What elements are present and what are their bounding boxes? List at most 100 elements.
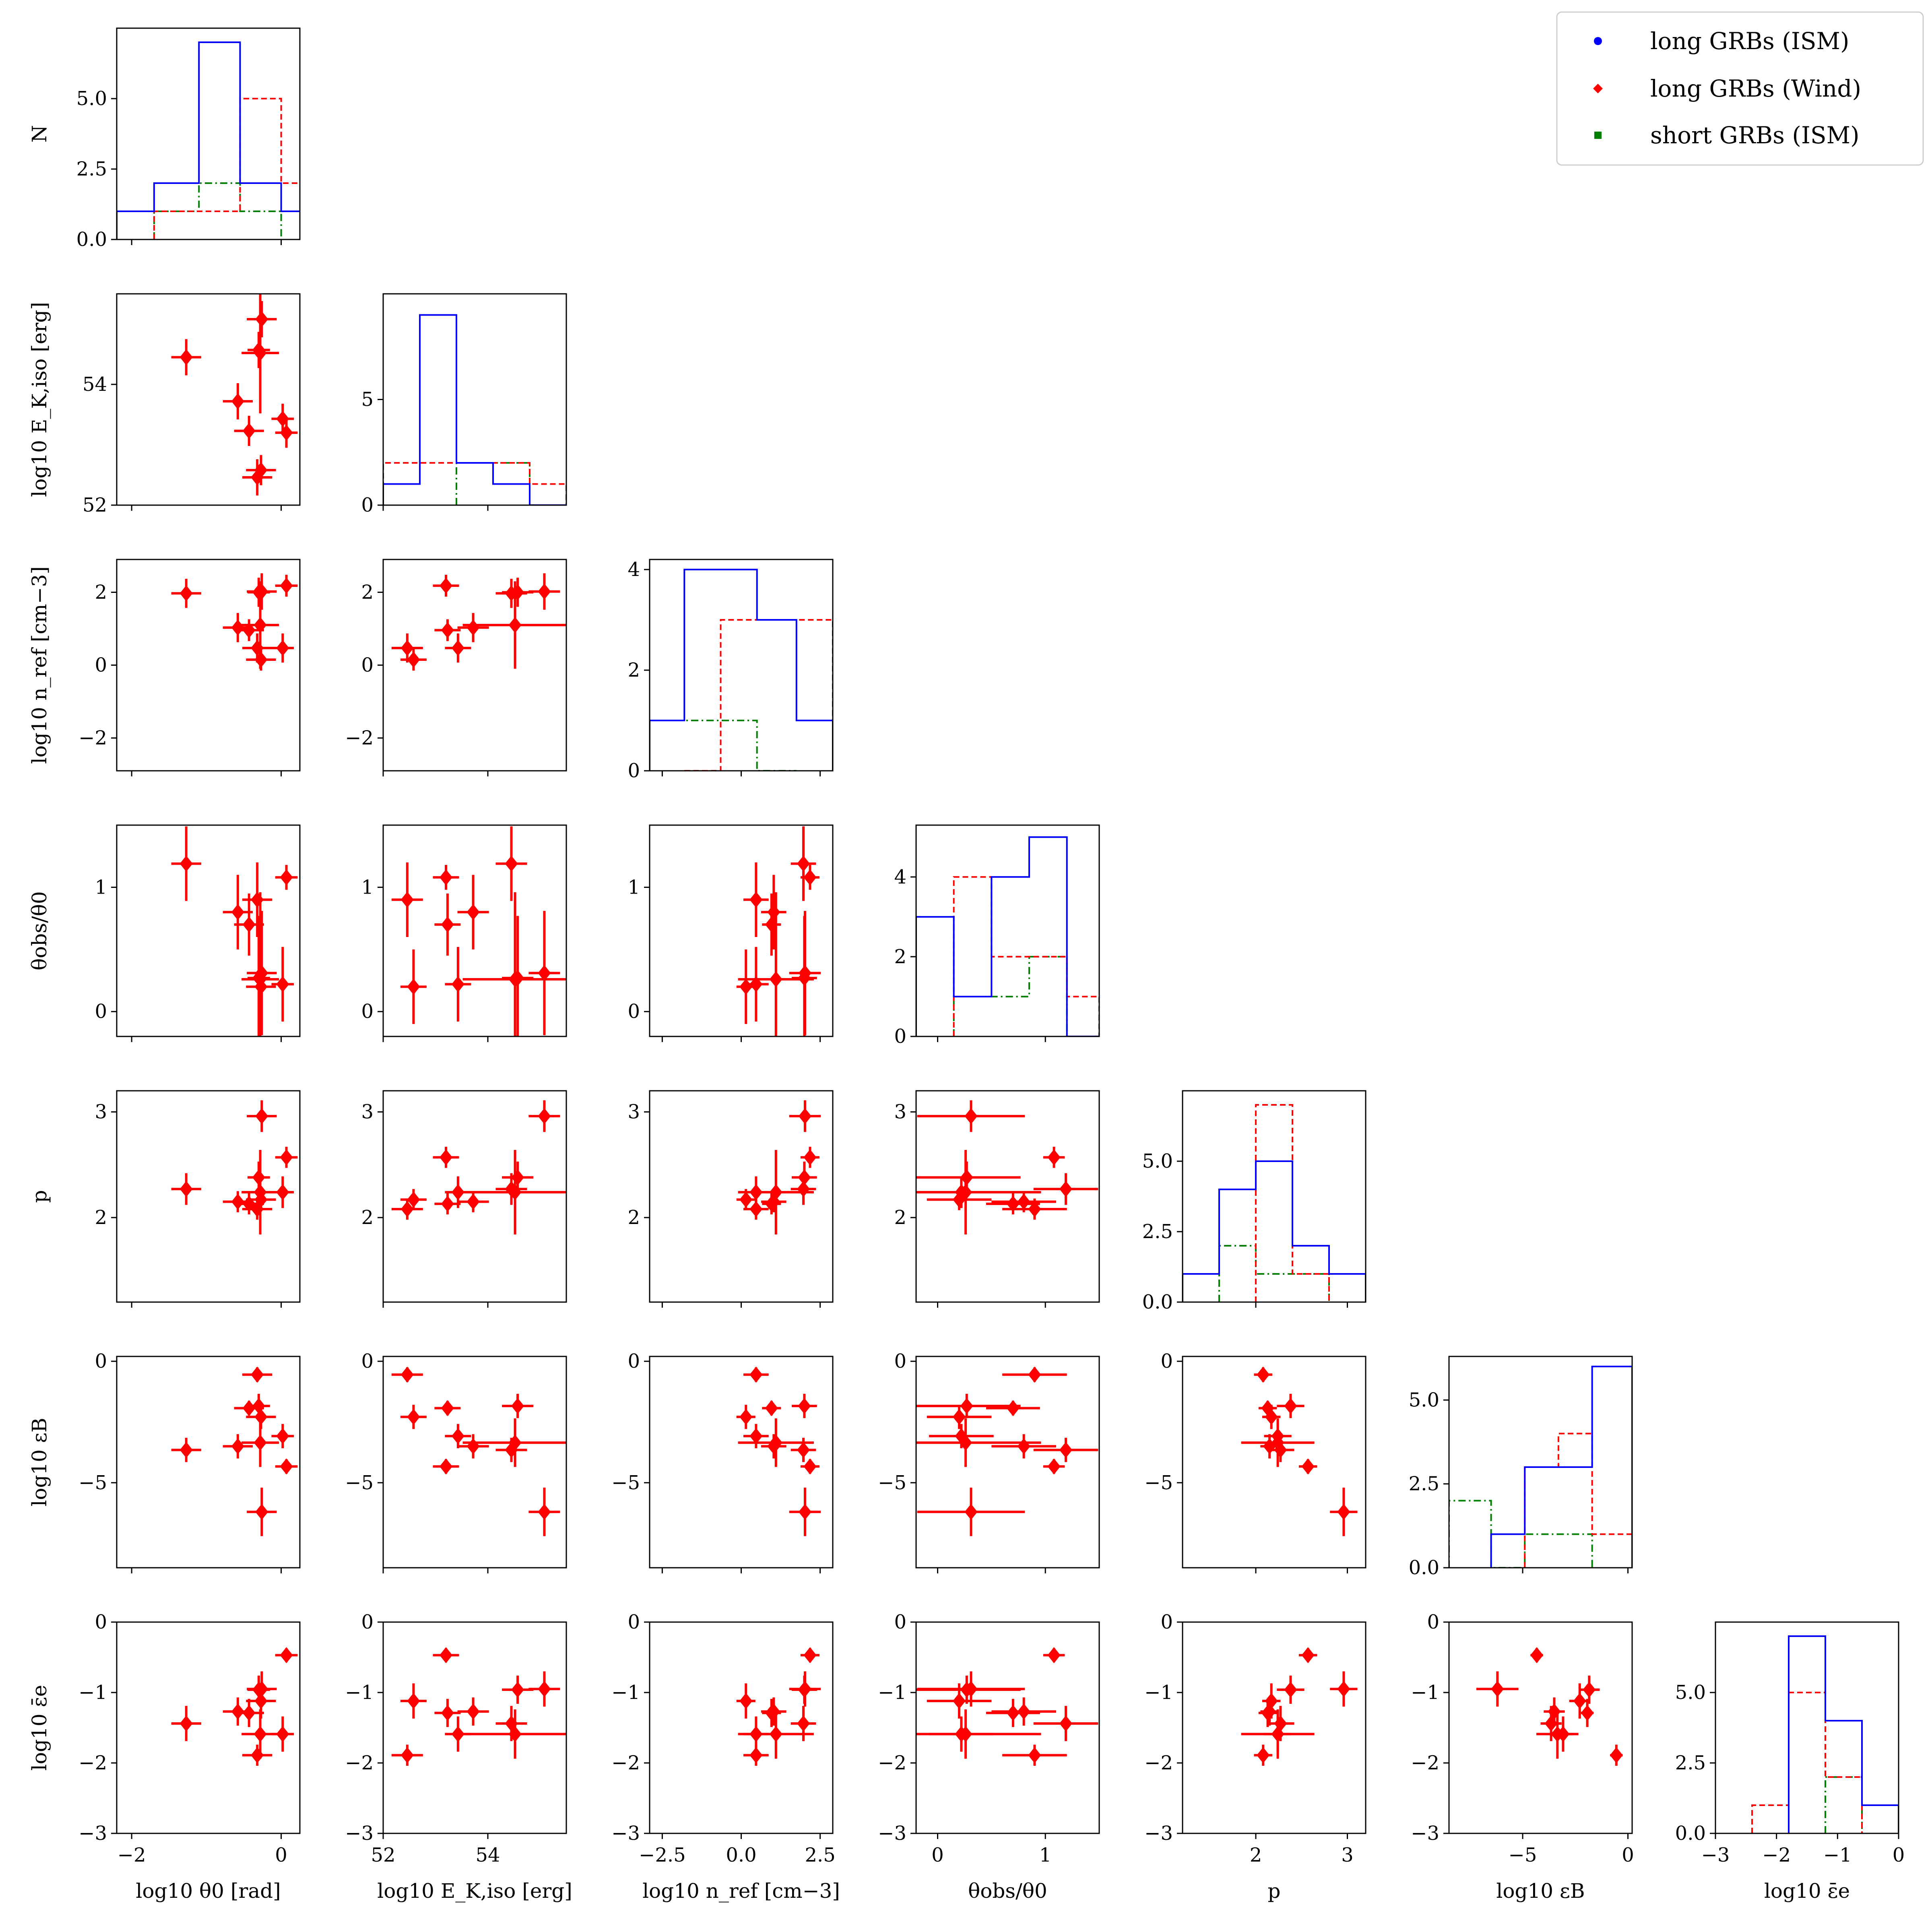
y-tick-label: 0 (95, 1350, 107, 1373)
panel-p-vs-p: 0.0 2.5 5.0 (1142, 1090, 1366, 1313)
axes-frame (382, 293, 567, 506)
data-point (1028, 1201, 1041, 1217)
data-point (955, 1428, 968, 1444)
y-tick-label: 1 (627, 876, 640, 898)
data-point (765, 1400, 778, 1416)
panel-ee-vs-ee: −3 −2 −1 0 0.0 2.5 5.0 log10 ε̄e (1675, 1621, 1905, 1903)
plot-area (916, 836, 1099, 1036)
y-axis-label-thobs: θobs/θ0 (28, 891, 51, 970)
data-point (242, 916, 256, 933)
data-point (407, 651, 420, 668)
y-tick-label: −3 (78, 1822, 107, 1845)
data-point (255, 311, 268, 327)
y-tick-label: −5 (78, 1472, 107, 1494)
data-point (252, 1169, 265, 1186)
panel-ee-vs-eB: −5 0 −3 −2 −1 0 log10 εB (1411, 1611, 1634, 1903)
y-tick-label: 0 (894, 1350, 906, 1373)
plot-area (1241, 1647, 1358, 1766)
y-tick-label: 0 (1427, 1611, 1439, 1633)
hist-ism-p (1183, 1160, 1366, 1302)
data-point (441, 622, 454, 638)
y-tick-label: 5.0 (76, 87, 107, 110)
data-point (180, 1181, 193, 1197)
data-point (440, 869, 452, 886)
data-point (400, 1747, 414, 1763)
data-point (769, 1726, 782, 1742)
data-point (180, 1715, 193, 1732)
axes-frame (116, 27, 301, 240)
panel-p-vs-theta0: 2 3 p (28, 1090, 301, 1308)
data-point (255, 1108, 268, 1124)
data-point (739, 1693, 753, 1709)
x-tick-label: −2.5 (639, 1844, 686, 1866)
legend-label-ism: long GRBs (ISM) (1650, 27, 1849, 55)
hist-short-p (1218, 1245, 1330, 1302)
axes-frame (116, 1356, 301, 1569)
x-axis-label-p: p (1267, 1879, 1280, 1903)
panel-p-vs-n: 23 (627, 1090, 834, 1308)
x-tick-label: 0 (1893, 1844, 1905, 1866)
y-tick-label: −2 (1144, 1752, 1173, 1774)
axes-frame (382, 1090, 567, 1303)
y-tick-label: 4 (627, 558, 640, 581)
plot-area (171, 573, 298, 671)
y-axis-label-theta0: N (28, 125, 51, 143)
y-tick-label: −1 (1411, 1681, 1439, 1704)
y-tick-label: 3 (627, 1101, 640, 1123)
data-point (1017, 1438, 1030, 1455)
hist-wind-thobs (953, 876, 1099, 1036)
panel-p-vs-thobs: 23 (894, 1090, 1100, 1308)
legend-frame (1556, 11, 1924, 166)
data-point (255, 1504, 268, 1520)
y-tick-label: 2.5 (1409, 1473, 1439, 1495)
data-point (1284, 1682, 1297, 1698)
data-point (276, 640, 289, 656)
data-point (769, 1184, 782, 1200)
plot-area (736, 1647, 821, 1766)
y-tick-label: 0.0 (1675, 1822, 1706, 1845)
plot-area (1476, 1647, 1623, 1766)
data-point (280, 578, 293, 594)
data-point (508, 617, 522, 633)
y-tick-label: 0 (95, 1611, 107, 1633)
data-point (749, 976, 763, 993)
data-point (180, 855, 193, 872)
data-point (739, 978, 753, 995)
y-tick-label: −1 (1144, 1681, 1173, 1704)
y-tick-label: 0 (627, 1000, 640, 1023)
panel-Ek-vs-Ek: 05 (361, 293, 567, 516)
data-point (508, 1726, 522, 1742)
data-point (451, 640, 464, 656)
y-tick-label: 5.0 (1142, 1150, 1173, 1172)
plot-area (171, 1366, 298, 1536)
x-axis-label-eB: log10 εB (1496, 1879, 1585, 1903)
data-point (254, 1409, 268, 1425)
y-axis-label-p: p (28, 1190, 51, 1203)
data-point (505, 855, 518, 872)
y-axis-label-Ek: log10 E_K,iso [erg] (28, 302, 51, 497)
data-point (953, 1693, 966, 1709)
axes-frame (915, 824, 1100, 1037)
y-tick-label: −2 (78, 727, 107, 749)
plot-area (650, 569, 833, 771)
y-tick-label: −1 (78, 1681, 107, 1704)
data-point (254, 462, 268, 478)
panel-ee-vs-p: 2 3 −3 −2 −1 0 p (1144, 1611, 1366, 1903)
data-point (251, 892, 264, 908)
data-point (511, 1169, 524, 1186)
x-axis-label-theta0: log10 θ0 [rad] (136, 1879, 281, 1903)
x-tick-label: 54 (475, 1844, 500, 1866)
panel-thobs-vs-n: 01 (627, 824, 834, 1042)
data-point (231, 393, 244, 409)
hist-ism-Ek (383, 314, 566, 505)
data-point (280, 1458, 293, 1475)
plot-area (1751, 1635, 1899, 1833)
plot-area (916, 1647, 1098, 1766)
data-point (407, 1191, 420, 1208)
data-point (964, 1108, 978, 1124)
data-point (964, 1681, 978, 1697)
y-tick-label: 4 (894, 866, 906, 888)
y-tick-label: 5.0 (1409, 1389, 1439, 1411)
hist-short-n (650, 720, 797, 771)
